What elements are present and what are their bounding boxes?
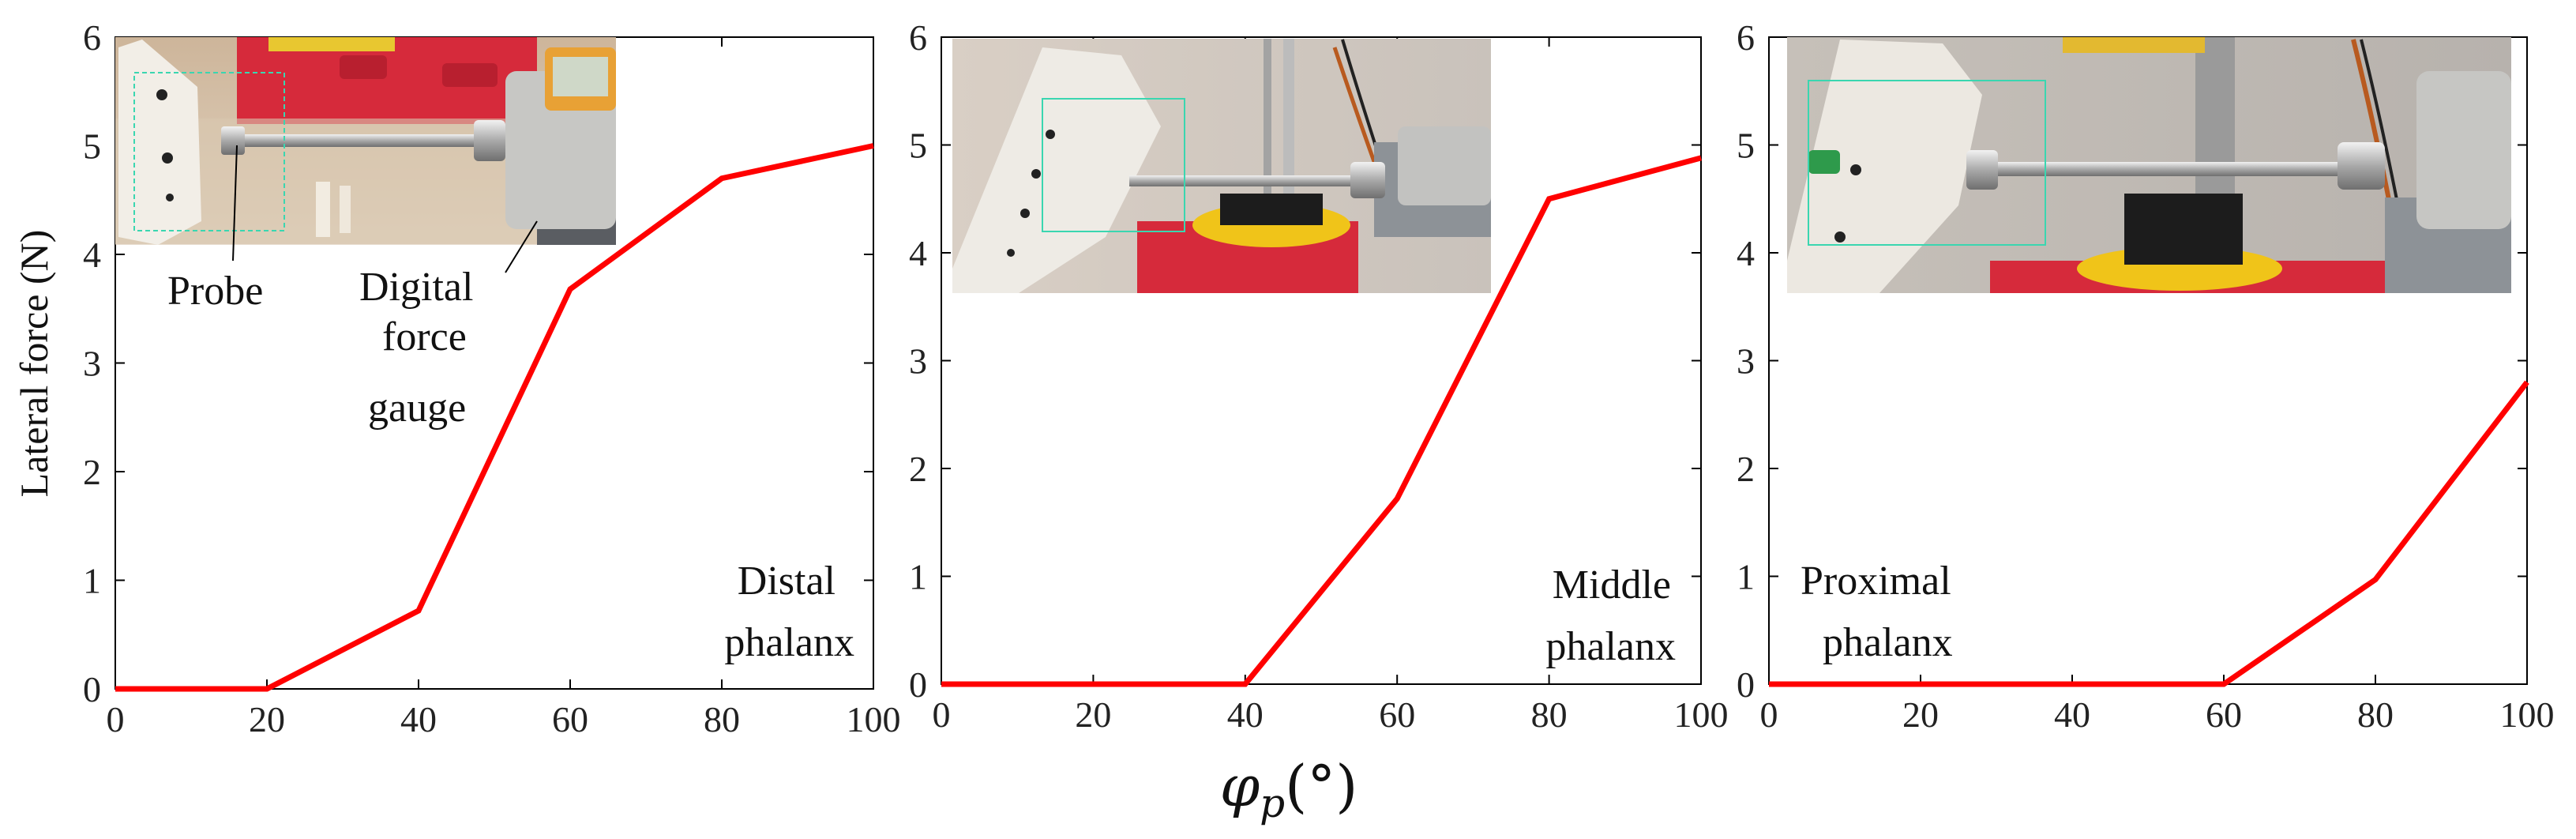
x-axis-title-unit: (°)	[1285, 753, 1357, 819]
y-tick-label: 1	[83, 561, 101, 601]
y-axis-title: Lateral force (N)	[12, 230, 56, 498]
inset-photo-proximal	[1787, 37, 2511, 293]
y-tick-label: 0	[909, 664, 927, 705]
x-tick-label: 80	[2357, 694, 2394, 735]
panel-distal: 0 20 40 60 80 100 0 1 2 3 4 5 6 Probe	[12, 17, 901, 739]
x-tick-label: 20	[249, 699, 285, 739]
gauge-label-line1: Digital	[359, 265, 473, 310]
inset-photo-distal	[115, 37, 616, 273]
plot-axes-distal: 0 20 40 60 80 100 0 1 2 3 4 5 6	[83, 17, 901, 739]
y-tick-label: 4	[83, 235, 101, 275]
x-tick-label: 80	[704, 699, 740, 739]
x-tick-label: 20	[1075, 694, 1111, 735]
x-tick-label: 60	[2206, 694, 2242, 735]
y-tick-label: 5	[83, 126, 101, 167]
panel-label-proximal-line1: Proximal	[1801, 559, 1951, 604]
y-tick-label: 0	[1737, 664, 1755, 705]
panel-label-middle-line1: Middle	[1553, 562, 1671, 608]
panel-label-distal-line1: Distal	[738, 559, 836, 604]
x-tick-label: 40	[1227, 694, 1264, 735]
y-tick-label: 3	[83, 344, 101, 384]
x-tick-label: 20	[1902, 694, 1939, 735]
x-tick-label: 60	[1379, 694, 1415, 735]
x-tick-label: 100	[1674, 694, 1729, 735]
inset-photo-middle	[952, 39, 1491, 293]
y-tick-label: 2	[909, 449, 927, 489]
y-tick-label: 6	[83, 17, 101, 58]
probe-label: Probe	[167, 269, 263, 314]
x-tick-label: 40	[2054, 694, 2090, 735]
y-tick-label: 3	[1737, 341, 1755, 382]
panel-label-middle-line2: phalanx	[1545, 624, 1676, 669]
y-tick-label: 1	[909, 557, 927, 597]
panel-middle: 0 20 40 60 80 100 0 1 2 3 4 5 6 Middle phalanx	[909, 17, 1729, 735]
y-tick-label: 4	[1737, 233, 1755, 273]
y-tick-label: 5	[909, 126, 927, 166]
series-line-distal	[115, 143, 874, 692]
x-tick-label: 100	[2500, 694, 2555, 735]
x-axis-title-subscript: p	[1260, 781, 1285, 826]
series-line-proximal	[1769, 380, 2529, 687]
y-tick-label: 1	[1737, 557, 1755, 597]
y-tick-label: 2	[1737, 449, 1755, 489]
x-tick-label: 0	[107, 699, 125, 739]
y-tick-label: 4	[909, 233, 927, 273]
gauge-label-line3: gauge	[368, 386, 466, 431]
x-axis-title-symbol: φ	[1220, 753, 1260, 819]
gauge-label-line2: force	[382, 314, 467, 359]
panel-proximal: 0 20 40 60 80 100 0 1 2 3 4 5 6 Proximal phalanx	[1737, 17, 2555, 735]
panel-label-distal-line2: phalanx	[724, 620, 854, 665]
y-tick-label: 5	[1737, 126, 1755, 166]
x-tick-label: 80	[1531, 694, 1568, 735]
x-tick-label: 0	[933, 694, 951, 735]
x-tick-label: 0	[1760, 694, 1778, 735]
x-axis-title: φp(°)	[1220, 753, 1358, 826]
x-tick-label: 60	[552, 699, 588, 739]
x-tick-label: 100	[847, 699, 901, 739]
y-tick-label: 6	[1737, 17, 1755, 58]
plot-axes-middle: 0 20 40 60 80 100 0 1 2 3 4 5 6	[909, 17, 1729, 735]
y-tick-label: 3	[909, 341, 927, 382]
y-tick-label: 0	[83, 669, 101, 709]
x-tick-label: 40	[400, 699, 437, 739]
y-tick-label: 6	[909, 17, 927, 58]
y-tick-label: 2	[83, 452, 101, 492]
panel-label-proximal-line2: phalanx	[1823, 620, 1953, 665]
series-line-middle	[941, 155, 1702, 687]
